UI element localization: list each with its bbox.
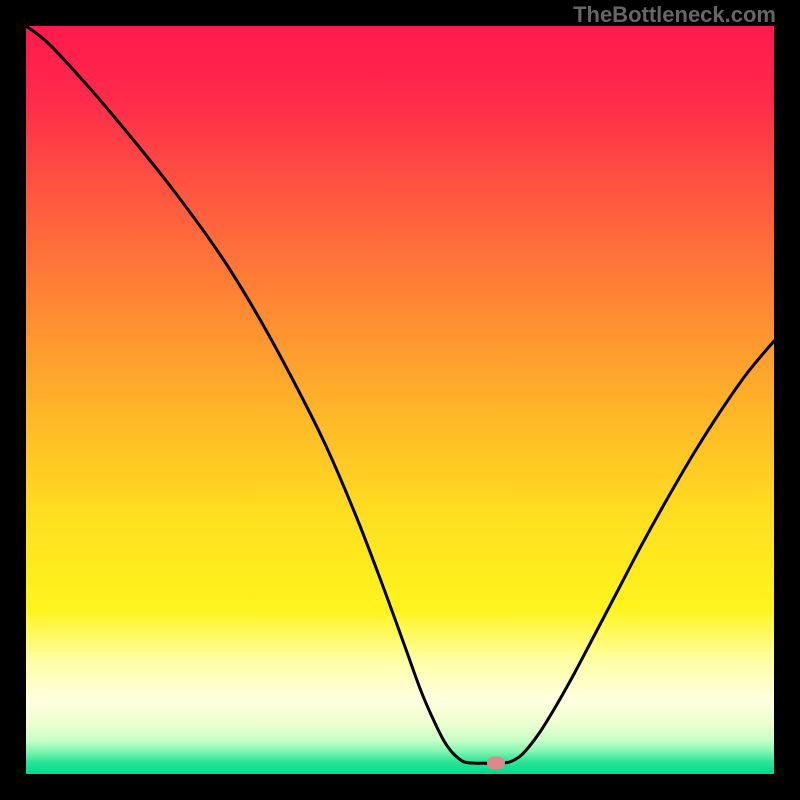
optimal-point-marker [487, 757, 505, 770]
watermark-text: TheBottleneck.com [573, 2, 776, 28]
plot-area [26, 26, 774, 774]
bottleneck-curve [26, 26, 774, 774]
